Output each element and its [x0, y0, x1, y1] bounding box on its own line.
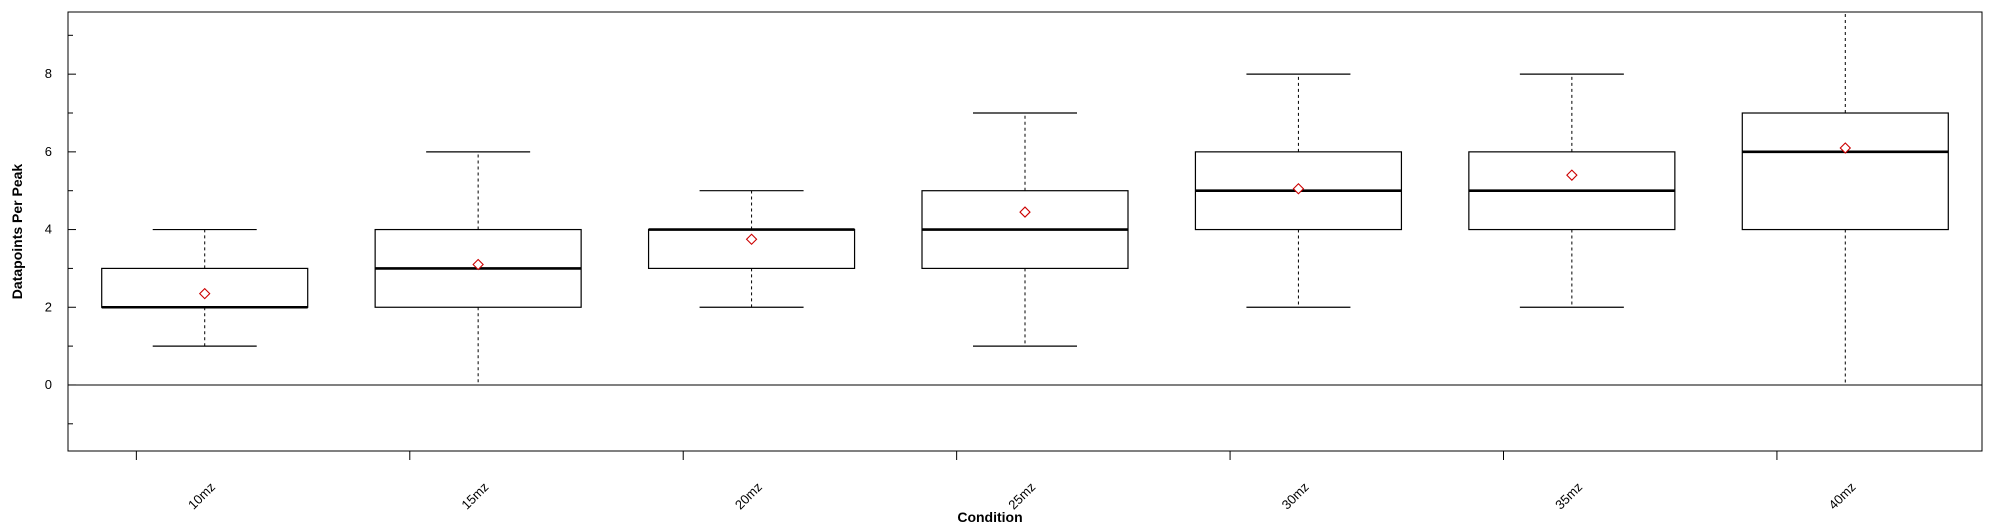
x-tick-label: 20mz — [732, 479, 765, 512]
x-tick-label: 35mz — [1552, 479, 1585, 512]
x-tick-label: 30mz — [1279, 479, 1312, 512]
mean-marker — [1839, 142, 1852, 154]
box-10mz — [101, 228, 309, 347]
box-25mz — [921, 112, 1129, 347]
mean-marker — [1292, 182, 1305, 195]
x-tick-label: 25mz — [1005, 479, 1038, 512]
box-35mz — [1468, 73, 1676, 308]
iqr-box — [1741, 112, 1949, 231]
box-40mz — [1741, 12, 1949, 385]
y-tick-label: 6 — [45, 144, 52, 159]
mean-marker — [745, 233, 758, 246]
box-20mz — [647, 190, 856, 308]
iqr-box — [101, 267, 309, 308]
box-15mz — [374, 151, 582, 385]
y-tick-label: 4 — [45, 222, 52, 237]
plot-frame-border — [67, 11, 1983, 452]
plot-frame — [67, 11, 1983, 452]
box-series — [101, 12, 1949, 385]
mean-marker — [198, 287, 211, 300]
mean-marker — [1019, 206, 1031, 218]
x-tick-label: 10mz — [185, 479, 218, 512]
mean-marker — [1566, 169, 1578, 181]
y-tick-label: 8 — [45, 66, 52, 81]
x-tick-label: 40mz — [1826, 479, 1859, 512]
y-axis: 0 2 4 6 8 — [45, 34, 76, 425]
mean-marker — [472, 258, 484, 271]
x-tick-label: 15mz — [458, 479, 491, 512]
y-axis-title: Datapoints Per Peak — [9, 164, 25, 300]
y-tick-label: 2 — [45, 299, 52, 314]
box-30mz — [1194, 73, 1403, 308]
y-tick-label: 0 — [45, 377, 52, 392]
x-axis: 10mz 15mz 20mz 25mz 30mz 35mz 40mz — [135, 451, 1859, 512]
x-axis-title: Condition — [957, 509, 1022, 525]
